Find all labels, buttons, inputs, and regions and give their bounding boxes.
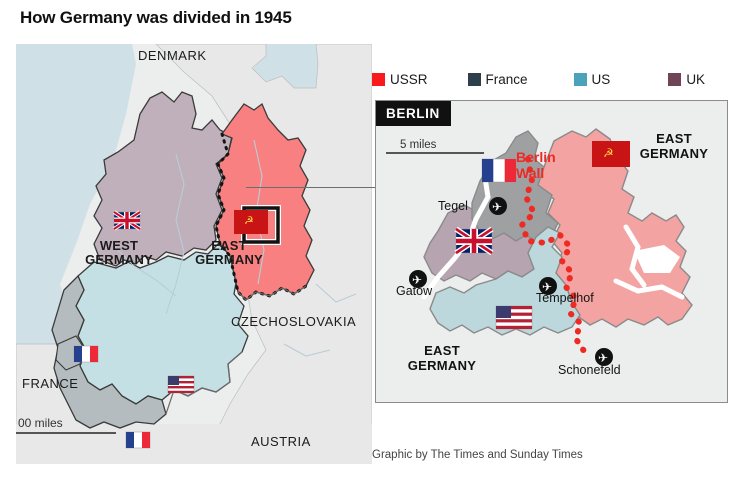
svg-text:✈: ✈ [542, 280, 552, 294]
berlin-wall-line [518, 156, 587, 354]
airport-label-tegel: Tegel [438, 199, 468, 213]
berlin-wall-label-line1: Berlin [516, 149, 556, 165]
berlin-inset-tag: BERLIN [376, 101, 451, 126]
berlin-label-east-germany-bottom: EAST GERMANY [396, 343, 488, 373]
france-flag-south [125, 431, 151, 449]
svg-text:✈: ✈ [492, 200, 502, 214]
legend-item-uk: UK [668, 72, 705, 87]
us-flag [495, 305, 533, 330]
berlin-scale-label: 5 miles [400, 139, 437, 151]
berlin-label-east-germany-right-line1: EAST [656, 131, 692, 146]
svg-text:☭: ☭ [244, 215, 254, 227]
legend-label-ussr: USSR [390, 71, 428, 87]
legend-swatch-ussr [372, 72, 385, 86]
sea-baltic-north [16, 44, 372, 344]
ussr-flag: ☭ [234, 210, 268, 234]
zone-france-germany [51, 274, 167, 429]
berlin-label-east-germany-right-line2: GERMANY [639, 146, 709, 161]
berlin-label-east-germany-bottom-line1: EAST [424, 343, 460, 358]
legend-label-uk: UK [686, 71, 706, 87]
germany-map-panel: ☭ DENMARK CZECHOSLOVAKIA AUSTRIA FRANCE [16, 44, 372, 464]
berlin-inset-panel: ✈ ✈ ✈ ✈ [375, 100, 728, 403]
zone-us-germany [75, 243, 249, 405]
uk-flag [454, 226, 494, 256]
airport-icon-tempelhof: ✈ [539, 277, 557, 295]
berlin-inset-svg: ✈ ✈ ✈ ✈ [376, 101, 726, 401]
berlin-wall-label: Berlin Wall [516, 149, 556, 181]
legend-swatch-france [467, 72, 481, 86]
berlin-sector-us [429, 226, 581, 336]
us-flag [167, 375, 195, 394]
legend-swatch-us [573, 72, 587, 86]
airport-label-tempelhof: Tempelhof [536, 291, 594, 305]
legend-item-france: France [467, 71, 528, 87]
uk-flag [112, 210, 142, 231]
legend-swatch-uk [668, 72, 682, 86]
berlin-lake [634, 245, 680, 273]
airport-icon-tegel: ✈ [489, 197, 507, 215]
legend: USSR France US UK [372, 66, 744, 92]
france-flag-saar [73, 345, 99, 363]
legend-label-us: US [591, 71, 611, 87]
airport-icon-gatow: ✈ [409, 270, 427, 288]
graphic-credit: Graphic by The Times and Sunday Times [372, 449, 583, 461]
berlin-scale-bar: 5 miles [386, 139, 486, 154]
svg-text:☭: ☭ [603, 146, 614, 160]
page-title: How Germany was divided in 1945 [20, 8, 292, 27]
germany-scale-label: 00 miles [18, 416, 63, 430]
svg-text:✈: ✈ [412, 273, 422, 287]
locator-connector-line [246, 187, 376, 188]
berlin-scale-line [386, 152, 484, 154]
legend-item-ussr: USSR [372, 72, 428, 87]
austria-switzerland-land [16, 424, 372, 464]
airport-icon-schonefeld: ✈ [595, 348, 613, 366]
berlin-wall-label-line2: Wall [516, 165, 545, 181]
germany-map-svg: ☭ [16, 44, 372, 464]
germany-scale-bar: 00 miles [16, 416, 118, 434]
berlin-sector-france [471, 130, 559, 244]
airport-label-gatow: Gatow [396, 284, 433, 298]
legend-label-france: France [485, 71, 528, 87]
france-flag [481, 158, 517, 183]
berlin-label-east-germany-bottom-line2: GERMANY [407, 358, 477, 373]
ussr-flag: ☭ [592, 141, 630, 167]
berlin-label-east-germany-right: EAST GERMANY [628, 131, 720, 161]
airport-label-schonefeld: Schonefeld [558, 363, 621, 377]
germany-scale-line [16, 432, 116, 434]
zone-ussr-east-germany [215, 102, 315, 301]
svg-text:✈: ✈ [598, 351, 608, 365]
legend-item-us: US [573, 71, 611, 87]
